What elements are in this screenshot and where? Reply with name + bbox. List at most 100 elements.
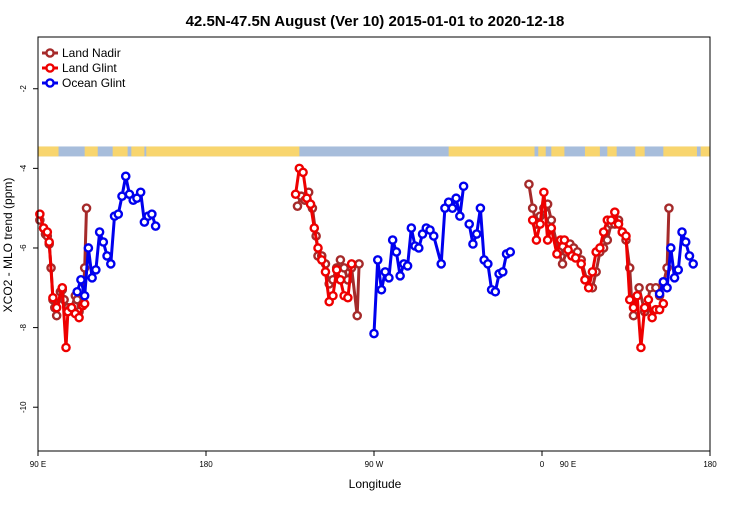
- land-glint-point: [531, 235, 542, 245]
- land-glint-point: [598, 227, 609, 237]
- ocean-glint-point: [413, 243, 424, 253]
- ocean-glint-point: [376, 284, 387, 295]
- ocean-glint-point: [120, 171, 131, 182]
- ocean-glint-point: [669, 273, 680, 283]
- land-mask: [38, 146, 710, 157]
- land-band: [700, 146, 710, 157]
- ocean-glint-point: [451, 193, 461, 204]
- land-glint-point: [559, 235, 570, 245]
- x-axis-ticks: 90 E 180 90 W 0 180 90 E: [30, 451, 717, 469]
- land-nadir-point: [602, 235, 613, 245]
- land-nadir-point: [527, 203, 538, 213]
- land-nadir-point: [352, 310, 363, 321]
- ocean-glint-point: [464, 219, 475, 229]
- land-glint-point: [313, 243, 323, 253]
- ocean-glint-point: [76, 275, 86, 285]
- ocean-glint-point: [490, 286, 501, 297]
- legend-label-land-glint: Land Glint: [62, 61, 117, 75]
- ocean-glint-point: [402, 261, 413, 271]
- y-tick-label: -6: [19, 244, 28, 252]
- ocean-glint-point: [447, 203, 458, 213]
- land-glint-point: [552, 249, 562, 259]
- land-glint-point: [639, 302, 650, 313]
- ocean-glint-point: [91, 265, 101, 275]
- land-glint-point: [316, 255, 327, 265]
- x-tick-label: 90 W: [365, 460, 384, 469]
- land-glint-point: [628, 302, 639, 313]
- land-glint-point: [539, 187, 549, 198]
- chart-title: 42.5N-47.5N August (Ver 10) 2015-01-01 t…: [186, 13, 565, 30]
- ocean-glint-point: [79, 290, 90, 301]
- land-band: [538, 146, 546, 157]
- land-glint-point: [298, 167, 308, 178]
- legend-marker-land-glint: [45, 63, 55, 73]
- y-axis-label: XCO2 - MLO trend (ppm): [1, 178, 15, 313]
- land-glint-point: [42, 227, 53, 237]
- land-glint-point: [613, 219, 624, 229]
- land-glint-point: [647, 312, 657, 323]
- land-band: [38, 146, 59, 157]
- ocean-glint-point: [117, 191, 127, 202]
- land-nadir-point: [51, 310, 62, 321]
- land-nadir-point: [292, 201, 303, 211]
- ocean-glint-point: [458, 181, 469, 192]
- land-glint-point: [643, 294, 654, 305]
- land-glint-point: [527, 215, 538, 225]
- y-axis-ticks: -10 -8 -6 -4 -2: [19, 85, 38, 413]
- land-band: [607, 146, 617, 157]
- land-glint-point: [35, 209, 45, 219]
- land-nadir-point: [81, 203, 92, 213]
- ocean-glint-point: [436, 259, 447, 269]
- land-glint-point: [74, 312, 84, 323]
- x-tick-label: 180: [199, 460, 213, 469]
- land-glint-point: [570, 253, 581, 263]
- x-tick-label: 90 E: [30, 460, 46, 469]
- land-nadir-point: [546, 215, 557, 225]
- land-glint-point: [48, 292, 58, 303]
- ocean-glint-point: [147, 209, 157, 219]
- land-glint-point: [576, 259, 587, 269]
- y-tick-label: -10: [19, 401, 28, 413]
- ocean-glint-point: [87, 273, 97, 283]
- ocean-glint-point: [387, 235, 398, 245]
- ocean-glint-point: [395, 271, 405, 281]
- ocean-glint-point: [471, 229, 482, 239]
- ocean-glint-point: [98, 237, 109, 247]
- ocean-glint-point: [391, 247, 402, 257]
- ocean-glint-point: [475, 203, 486, 213]
- land-band: [112, 146, 128, 157]
- x-axis-label: Longitude: [349, 477, 402, 491]
- land-nadir-point: [557, 259, 568, 269]
- ocean-glint-point: [135, 187, 146, 198]
- land-glint-point: [546, 223, 557, 233]
- land-glint-point: [343, 292, 353, 303]
- ocean-glint-point: [455, 211, 465, 221]
- y-tick-label: -8: [19, 323, 28, 331]
- ocean-glint-point: [680, 237, 691, 247]
- land-nadir-point: [634, 282, 644, 293]
- land-band: [635, 146, 645, 157]
- land-glint-point: [51, 302, 62, 313]
- legend-label-ocean-glint: Ocean Glint: [62, 76, 126, 90]
- land-nadir-point: [354, 259, 364, 269]
- land-band: [584, 146, 600, 157]
- ocean-glint-point: [688, 259, 699, 269]
- land-glint-point: [606, 215, 616, 225]
- x-tick-label: 0: [540, 460, 545, 469]
- land-glint-point: [305, 199, 316, 209]
- land-glint-point: [335, 275, 346, 285]
- land-glint-point: [535, 219, 545, 229]
- x-tick-label: 90 E: [560, 460, 576, 469]
- land-glint-point: [587, 267, 598, 277]
- ocean-glint-point: [113, 209, 124, 219]
- ocean-glint-point: [505, 247, 516, 257]
- ocean-glint-point: [102, 251, 112, 261]
- land-nadir-point: [628, 310, 639, 321]
- land-glint-point: [632, 290, 643, 301]
- land-nadir-point: [664, 203, 674, 213]
- land-glint-point: [621, 231, 631, 241]
- legend-marker-ocean-glint: [45, 78, 55, 88]
- ocean-glint-point: [684, 251, 695, 261]
